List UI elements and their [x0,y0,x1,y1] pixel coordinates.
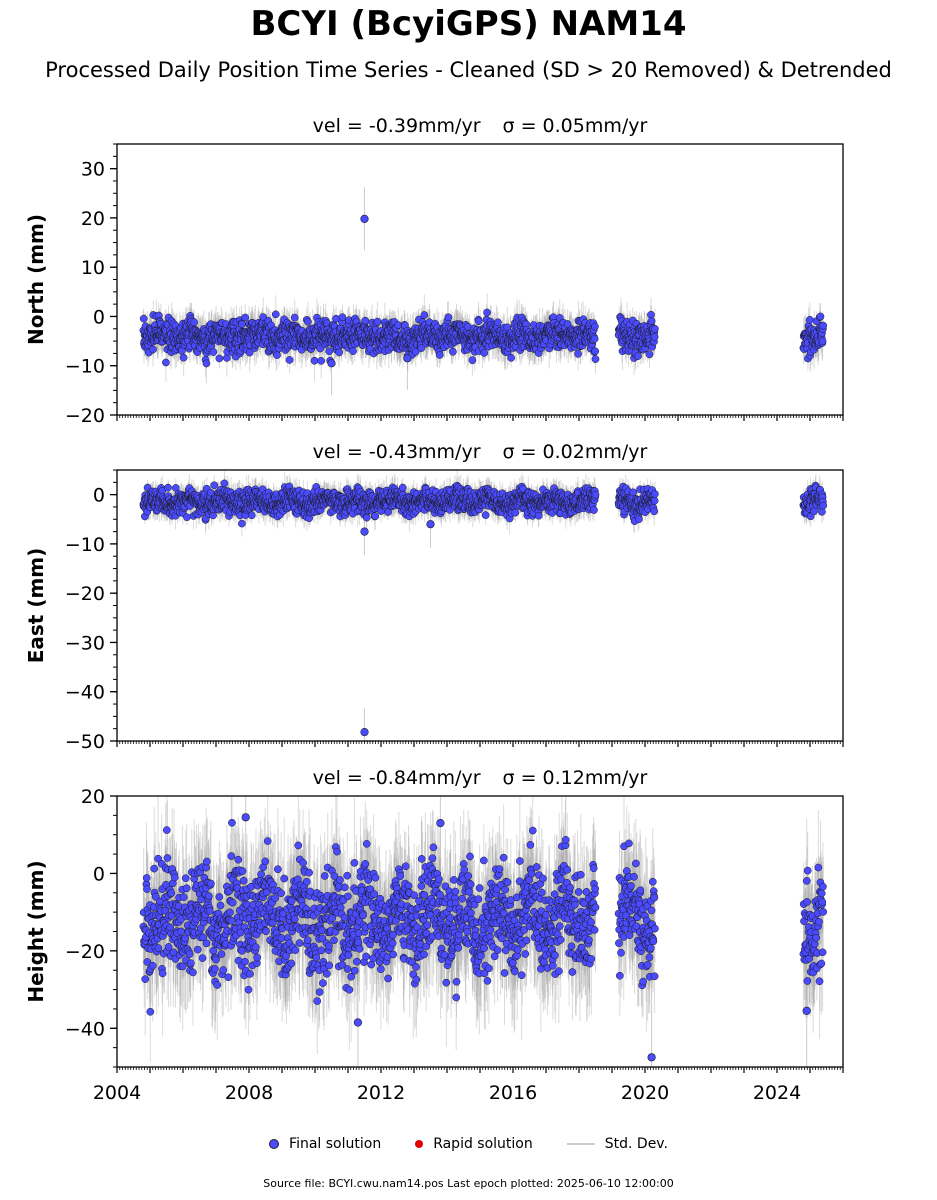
final-point [310,356,319,365]
final-point [325,347,334,356]
data-points-north [139,187,828,395]
outlier-point [360,214,369,223]
final-point [645,350,654,359]
figure-title: BCYI (BcyiGPS) NAM14 [250,4,687,44]
y-tick-label: 30 [81,159,105,181]
final-point [435,351,444,359]
final-point [215,354,224,363]
final-point [290,313,299,322]
sigma-label: σ = 0.05mm/yr [503,115,648,137]
final-point [317,357,325,365]
final-point [494,318,502,327]
final-point [209,348,218,356]
final-point [507,354,515,362]
final-point [179,353,188,362]
figure-subtitle: Processed Daily Position Time Series - C… [45,58,892,82]
final-point [444,313,453,322]
data-points-east [139,470,828,741]
final-point [373,317,382,326]
final-point [338,313,347,322]
final-point [271,310,280,319]
final-point [480,349,488,357]
final-point [449,347,457,356]
final-point [162,358,170,367]
velocity-label: vel = -0.39mm/yr [313,115,481,137]
y-tick-label: 20 [81,208,105,230]
stddev-bars-north [142,187,824,395]
final-point [651,324,659,333]
final-point [816,312,825,321]
final-point [647,317,656,325]
axes-frame-north [116,143,844,416]
final-point [335,348,343,357]
final-point [238,320,246,329]
final-point [574,350,582,358]
final-point [202,359,211,368]
final-markers-north [139,214,828,368]
final-point [190,318,198,327]
panel-title-north: vel = -0.39mm/yr σ = 0.05mm/yr [313,115,648,137]
final-point [417,344,426,352]
final-point [139,314,148,323]
final-point [483,308,491,317]
y-axis-label-north: North (mm) [24,214,48,345]
final-point [819,321,828,330]
final-point [241,313,250,322]
y-tick-label: −20 [65,405,105,427]
outlier-point [403,354,412,363]
y-tick-label: 10 [81,257,105,279]
y-tick-label: −10 [65,356,105,378]
final-point [273,351,281,359]
final-point [591,355,600,363]
final-point [245,348,254,357]
y-axis-north: −20 −10 0 10 20 30 [65,143,117,427]
final-point [805,315,814,324]
panel-north: −20 −10 0 10 20 30 North (mm) vel = -0.39mm/yr σ… [24,115,844,427]
final-point [650,333,659,341]
final-point [563,320,572,328]
final-point [361,316,370,325]
final-point [463,322,472,331]
final-point [634,352,642,360]
outlier-point [327,359,336,368]
final-point [591,347,600,356]
final-point [304,317,312,326]
x-axis-north [116,415,844,421]
final-point [149,345,157,354]
final-point [590,335,599,343]
final-point [474,317,483,326]
final-point [503,323,512,332]
final-point [285,356,294,364]
final-point [411,347,420,356]
final-point [349,347,357,355]
final-point [591,322,599,331]
final-point [818,337,827,346]
y-tick-label: 0 [93,306,105,328]
final-point [468,356,477,365]
final-point [420,311,429,319]
